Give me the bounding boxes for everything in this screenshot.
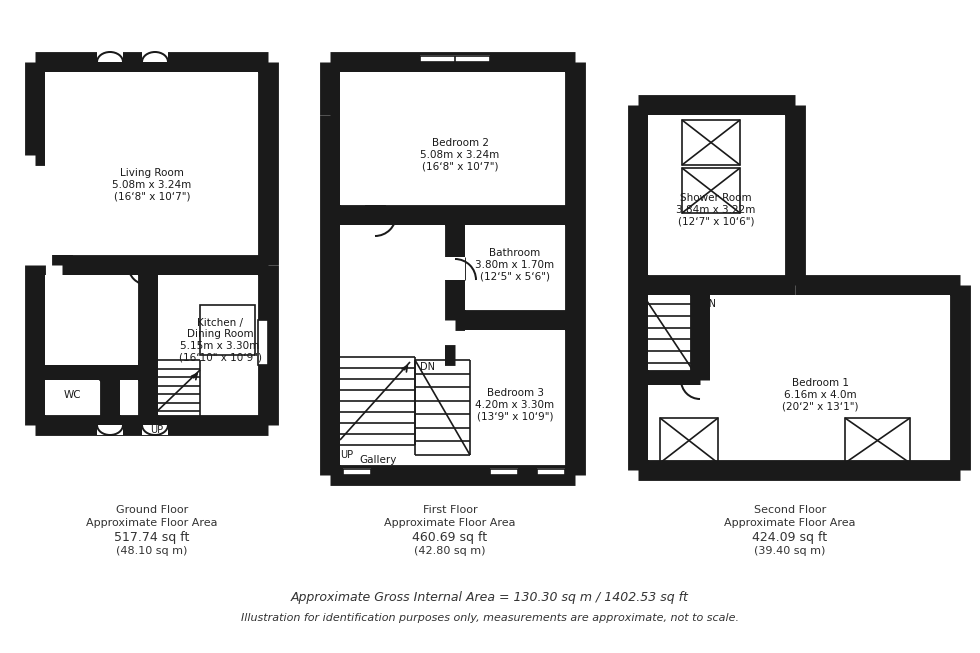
Text: UP: UP	[150, 425, 163, 435]
Text: UP: UP	[340, 450, 353, 460]
Text: Gallery: Gallery	[360, 455, 397, 465]
Text: Shower Room
3.84m x 3.22m
(12‘7" x 10‘6"): Shower Room 3.84m x 3.22m (12‘7" x 10‘6"…	[676, 193, 756, 227]
Bar	[420, 55, 490, 62]
Bar	[660, 418, 718, 463]
Bar	[158, 275, 258, 415]
Text: WC: WC	[63, 390, 80, 400]
Bar	[648, 115, 785, 275]
Bar	[142, 425, 168, 435]
Text: Bathroom
3.80m x 1.70m
(12‘5" x 5‘6"): Bathroom 3.80m x 1.70m (12‘5" x 5‘6")	[475, 248, 555, 281]
Bar	[537, 469, 565, 475]
Bar	[45, 380, 100, 415]
Text: Ground Floor: Ground Floor	[116, 505, 188, 515]
Bar	[682, 168, 740, 213]
Bar	[340, 72, 565, 205]
Bar	[97, 425, 123, 435]
Text: 460.69 sq ft: 460.69 sq ft	[413, 532, 488, 545]
Text: DN: DN	[701, 299, 716, 309]
Text: Illustration for identification purposes only, measurements are approximate, not: Illustration for identification purposes…	[241, 613, 739, 623]
Text: Approximate Floor Area: Approximate Floor Area	[384, 518, 515, 528]
Text: Approximate Floor Area: Approximate Floor Area	[724, 518, 856, 528]
Text: 517.74 sq ft: 517.74 sq ft	[115, 532, 190, 545]
Bar	[490, 469, 518, 475]
Bar	[648, 295, 690, 370]
Text: Approximate Gross Internal Area = 130.30 sq m / 1402.53 sq ft: Approximate Gross Internal Area = 130.30…	[291, 590, 689, 603]
Bar	[142, 52, 168, 62]
Bar	[343, 469, 371, 475]
Text: 424.09 sq ft: 424.09 sq ft	[753, 532, 827, 545]
Bar	[465, 330, 565, 465]
Bar	[710, 295, 950, 460]
Text: DN: DN	[420, 362, 435, 372]
Text: Kitchen /
Dining Room
5.15m x 3.30m
(16‘10" x 10‘9"): Kitchen / Dining Room 5.15m x 3.30m (16‘…	[178, 317, 262, 362]
Text: Approximate Floor Area: Approximate Floor Area	[86, 518, 218, 528]
Text: Bedroom 2
5.08m x 3.24m
(16‘8" x 10‘7"): Bedroom 2 5.08m x 3.24m (16‘8" x 10‘7")	[420, 138, 500, 172]
Text: (39.40 sq m): (39.40 sq m)	[755, 546, 826, 556]
Text: Living Room
5.08m x 3.24m
(16‘8" x 10‘7"): Living Room 5.08m x 3.24m (16‘8" x 10‘7"…	[113, 168, 192, 202]
Text: First Floor: First Floor	[422, 505, 477, 515]
Bar	[45, 275, 138, 365]
Bar	[343, 468, 371, 475]
Bar	[682, 120, 740, 165]
Bar	[420, 56, 490, 62]
Bar	[490, 468, 518, 475]
Bar	[445, 257, 465, 280]
Text: (42.80 sq m): (42.80 sq m)	[415, 546, 486, 556]
Text: Bedroom 3
4.20m x 3.30m
(13‘9" x 10‘9"): Bedroom 3 4.20m x 3.30m (13‘9" x 10‘9")	[475, 389, 555, 422]
Bar	[465, 225, 565, 310]
Text: (48.10 sq m): (48.10 sq m)	[117, 546, 188, 556]
Bar	[200, 305, 255, 355]
Bar	[97, 52, 123, 62]
Bar	[258, 320, 268, 365]
Bar	[648, 385, 950, 460]
Bar	[845, 418, 910, 463]
Text: Bedroom 1
6.16m x 4.0m
(20‘2" x 13‘1"): Bedroom 1 6.16m x 4.0m (20‘2" x 13‘1")	[782, 378, 858, 411]
Text: Second Floor: Second Floor	[754, 505, 826, 515]
Bar	[258, 320, 268, 365]
Bar	[120, 380, 138, 415]
Bar	[340, 225, 445, 465]
Bar	[45, 72, 258, 255]
Bar	[537, 468, 565, 475]
Bar	[425, 365, 445, 445]
